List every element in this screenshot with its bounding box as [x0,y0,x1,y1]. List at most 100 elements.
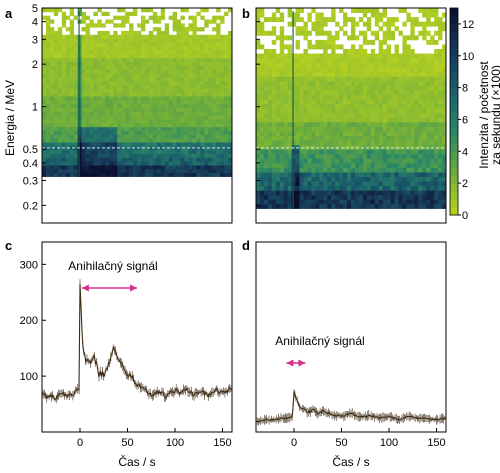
heatmap-cell [164,138,170,143]
heatmap-cell [442,126,447,132]
heatmap-cell [168,142,174,147]
heatmap-cell [414,203,419,209]
heatmap-cell [307,121,312,127]
heatmap-cell [125,119,130,124]
heatmap-cell [61,11,67,17]
heatmap-cell [323,99,328,105]
heatmap-cell [85,50,90,55]
heatmap-cell [374,53,380,59]
heatmap-cell [208,103,213,108]
heatmap-cell [410,103,415,109]
heatmap-cell [204,96,209,101]
heatmap-cell [137,69,142,74]
heatmap-cell [73,115,79,120]
heatmap-cell [192,92,197,97]
heatmap-cell [339,76,344,82]
heatmap-cell [65,42,71,47]
heatmap-cell [378,85,384,91]
heatmap-cell [335,80,340,86]
heatmap-cell [216,73,221,78]
heatmap-cell [212,165,217,170]
heatmap-cell [133,172,138,177]
heatmap-cell [73,122,79,128]
heatmap-cell [180,172,185,177]
heatmap-cell [125,15,130,20]
heatmap-cell [117,8,122,13]
heatmap-cell [295,44,300,50]
heatmap-cell [414,199,419,205]
heatmap-cell [188,130,193,135]
x-tick-label: 150 [427,437,445,449]
heatmap-cell [57,168,63,174]
heatmap-cell [184,134,189,139]
heatmap-cell [53,46,59,51]
heatmap-cell [208,46,213,51]
heatmap-cell [438,103,443,109]
heatmap-cell [390,85,395,91]
heatmap-cell [200,122,205,128]
heatmap-cell [53,142,59,147]
heatmap-cell [331,144,336,150]
heatmap-cell [85,88,90,93]
heatmap-cell [192,69,197,74]
heatmap-cell [192,84,197,89]
heatmap-cell [192,50,197,55]
heatmap-cell [61,84,67,89]
heatmap-cell [204,126,209,131]
heatmap-cell [351,162,356,168]
heatmap-cell [323,185,328,191]
heatmap-cell [121,126,126,131]
heatmap-cell [319,44,324,50]
heatmap-cell [109,38,114,43]
heatmap-cell [347,85,352,91]
heatmap-cell [53,149,59,154]
heatmap-cell [77,149,82,154]
heatmap-cell [61,126,67,131]
heatmap-cell [216,161,221,166]
heatmap-cell [160,142,166,147]
heatmap-cell [65,161,71,166]
heatmap-cell [61,142,67,147]
heatmap-cell [351,53,356,59]
colorbar-segment [450,207,458,216]
heatmap-cell [42,50,47,55]
heatmap-cell [295,167,300,173]
heatmap-cell [354,62,360,68]
heatmap-cell [347,149,352,155]
heatmap-cell [339,53,344,59]
heatmap-cell [200,61,205,66]
heatmap-cell [382,99,388,105]
heatmap-cell [85,103,90,108]
heatmap-cell [101,23,106,28]
heatmap-cell [279,112,285,118]
heatmap-cell [77,165,82,170]
heatmap-cell [117,172,122,177]
heatmap-cell [117,107,122,112]
heatmap-cell [319,190,324,196]
heatmap-cell [394,167,399,173]
heatmap-cell [113,130,118,135]
heatmap-cell [438,158,443,164]
heatmap-cell [319,71,324,77]
heatmap-cell [402,153,407,159]
heatmap-cell [327,158,332,164]
heatmap-cell [406,203,411,209]
heatmap-cell [382,21,388,27]
heatmap-cell [73,107,79,112]
heatmap-cell [220,80,225,86]
heatmap-cell [327,194,332,200]
heatmap-cell [386,94,391,100]
heatmap-cell [358,117,364,123]
heatmap-cell [109,46,114,51]
heatmap-cell [101,84,106,89]
heatmap-cell [97,73,102,78]
heatmap-cell [362,167,368,173]
heatmap-cell [160,61,166,66]
heatmap-cell [180,80,185,86]
heatmap-cell [184,84,189,89]
heatmap-cell [49,122,55,128]
heatmap-cell [137,50,142,55]
heatmap-cell [121,30,126,36]
heatmap-cell [354,67,360,73]
heatmap-cell [97,84,102,89]
